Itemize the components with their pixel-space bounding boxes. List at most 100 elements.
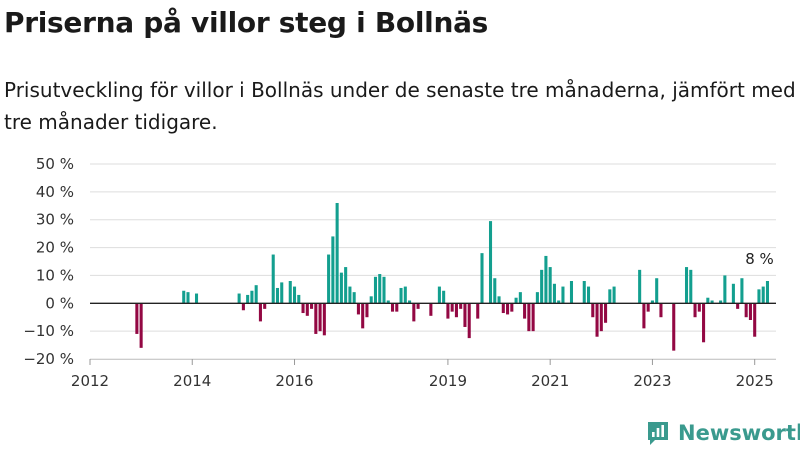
bar	[480, 253, 484, 304]
bar	[382, 276, 386, 304]
bar	[684, 267, 689, 304]
y-tick-label: 20 %	[36, 239, 74, 257]
y-tick-label: −10 %	[23, 322, 74, 340]
bar	[655, 278, 659, 304]
x-tick-label: 2019	[429, 372, 467, 390]
bar	[638, 269, 642, 304]
bar	[139, 303, 143, 348]
bar	[731, 283, 735, 304]
bar	[395, 303, 399, 312]
bar	[753, 303, 757, 337]
bar	[292, 286, 297, 304]
bar	[548, 267, 552, 304]
bar	[335, 203, 339, 304]
bar	[744, 303, 748, 318]
bar	[263, 303, 267, 309]
bar	[501, 303, 505, 314]
x-axis-tick-labels: 2012 2014 2016 2019 2021 2023 2025	[71, 372, 774, 390]
value-labels: 8 %	[745, 250, 774, 268]
bar	[761, 286, 765, 304]
bar	[348, 286, 352, 304]
y-tick-label: 40 %	[36, 183, 74, 201]
x-tick-label: 2021	[531, 372, 569, 390]
bar	[506, 303, 510, 315]
bar	[365, 303, 369, 318]
bar	[569, 281, 574, 304]
bar	[339, 272, 343, 304]
bar	[408, 300, 412, 304]
bar	[182, 290, 186, 304]
bar	[642, 303, 646, 329]
bar	[591, 303, 595, 318]
x-tick-label: 2016	[275, 372, 313, 390]
bar	[523, 303, 527, 319]
bar	[429, 303, 433, 316]
bar	[757, 289, 761, 304]
bar	[544, 255, 548, 304]
bar-chart: 50 % 40 % 30 % 20 % 10 % 0 % −10 % −20 % 2012 20…	[23, 155, 776, 390]
x-tick-label: 2014	[173, 372, 211, 390]
x-tick-label: 2012	[71, 372, 109, 390]
bar	[356, 303, 360, 315]
chart-title: Priserna på villor steg i Bollnäs	[4, 6, 489, 39]
bar	[599, 303, 603, 332]
bar	[361, 303, 365, 329]
bar	[314, 303, 318, 334]
bar	[390, 303, 395, 312]
bar	[697, 303, 701, 312]
bar	[765, 281, 770, 304]
bar	[288, 281, 292, 304]
bar	[582, 281, 586, 304]
y-tick-label: −20 %	[23, 350, 74, 368]
bar	[531, 303, 535, 332]
chart-subtitle: Prisutveckling för villor i Bollnäs unde…	[4, 78, 796, 134]
bar	[446, 303, 450, 319]
bar	[736, 303, 740, 309]
y-tick-label: 0 %	[45, 294, 74, 312]
bar	[275, 287, 280, 304]
bar	[706, 297, 710, 304]
bar	[710, 300, 714, 304]
bar	[740, 278, 744, 304]
bar	[467, 303, 471, 339]
y-tick-label: 50 %	[36, 155, 74, 173]
bar	[586, 286, 591, 304]
bar	[488, 221, 493, 304]
bar	[646, 303, 650, 312]
bar	[689, 269, 693, 304]
bar	[373, 276, 378, 304]
bar	[748, 303, 752, 320]
y-tick-label: 30 %	[36, 211, 74, 229]
bar	[280, 282, 284, 304]
bar	[412, 303, 416, 322]
bar	[719, 300, 723, 304]
bar	[186, 292, 190, 304]
bar	[497, 296, 501, 304]
gridlines	[90, 163, 776, 360]
bar	[557, 300, 561, 304]
bar	[442, 290, 446, 304]
x-axis	[89, 302, 776, 365]
bar	[493, 278, 497, 304]
bar	[561, 286, 565, 304]
bar	[540, 269, 544, 304]
bar	[399, 287, 403, 304]
bar	[437, 286, 441, 304]
y-axis-tick-labels: 50 % 40 % 30 % 20 % 10 % 0 % −10 % −20 %	[23, 155, 74, 368]
last-value-label: 8 %	[745, 250, 774, 268]
bar	[535, 292, 539, 304]
bar	[604, 303, 608, 323]
bars	[135, 203, 770, 351]
bar	[271, 254, 275, 304]
bar	[305, 303, 309, 316]
bar	[310, 303, 314, 309]
y-tick-label: 10 %	[36, 266, 74, 284]
bar	[514, 297, 518, 304]
bar	[352, 292, 356, 304]
x-tick-label: 2023	[633, 372, 671, 390]
newsworthy-brand: Newsworthy	[646, 420, 800, 446]
bar	[301, 303, 305, 314]
bar	[241, 303, 245, 311]
bar	[723, 275, 727, 304]
brand-name: Newsworthy	[678, 421, 800, 445]
